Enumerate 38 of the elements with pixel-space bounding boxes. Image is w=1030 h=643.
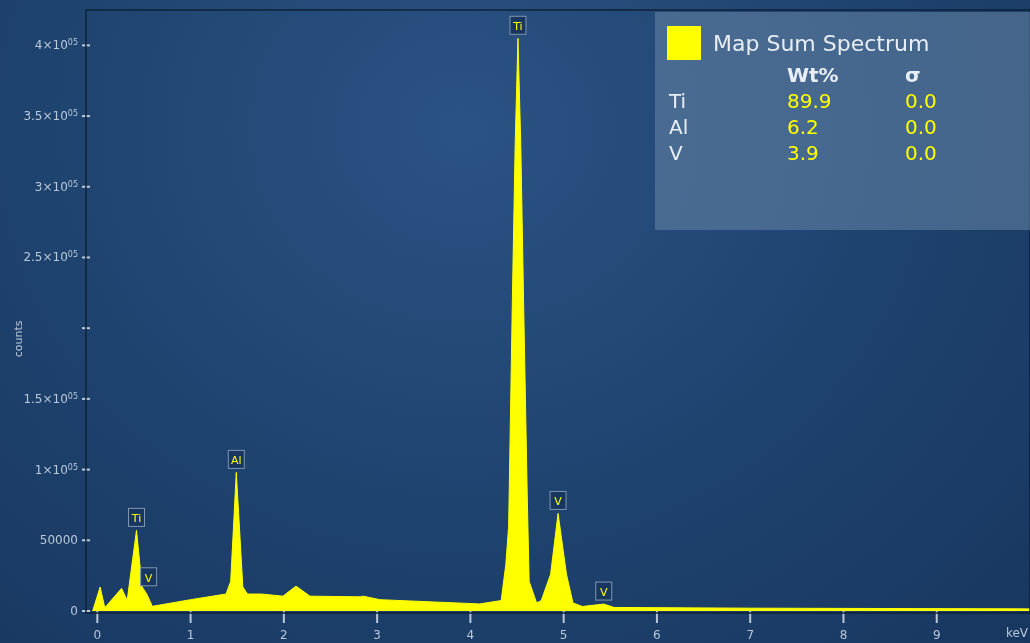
x-tick-label: 3 bbox=[373, 628, 381, 642]
annotation: Al bbox=[669, 114, 690, 140]
annotation: V bbox=[554, 495, 563, 509]
x-tick-label: 8 bbox=[839, 628, 848, 642]
x-tick-label: 1 bbox=[186, 628, 195, 642]
x-tick-label: 4 bbox=[466, 628, 475, 642]
x-tick-label: 2 bbox=[280, 628, 288, 642]
annotation: V bbox=[669, 140, 684, 166]
x-tick-label: 9 bbox=[932, 628, 941, 642]
y-tick-label: 50000 bbox=[39, 533, 78, 548]
x-tick-label: 5 bbox=[559, 628, 568, 642]
annotation: 89.9 bbox=[787, 88, 833, 114]
annotation: Al bbox=[231, 454, 242, 468]
legend-label: Map Sum Spectrum bbox=[713, 30, 930, 56]
y-tick-label: 1×10$^{05}$ bbox=[34, 462, 78, 477]
annotation: 0.0 bbox=[905, 88, 938, 114]
x-tick-label: 6 bbox=[653, 628, 661, 642]
annotation: V bbox=[144, 571, 153, 585]
y-axis-title: counts bbox=[12, 320, 25, 358]
annotation: 0.0 bbox=[905, 140, 938, 166]
annotation: Wt% bbox=[787, 62, 840, 88]
annotation: Ti bbox=[669, 88, 688, 114]
annotation: 0.0 bbox=[905, 114, 938, 140]
y-tick-label: 4×10$^{05}$ bbox=[34, 37, 78, 53]
y-tick-label: 1.5×10$^{05}$ bbox=[23, 391, 78, 406]
annotation: V bbox=[600, 586, 608, 600]
annotation: Ti bbox=[130, 512, 142, 526]
annotation: 6.2 bbox=[787, 114, 820, 140]
y-tick-label: 0 bbox=[70, 604, 78, 618]
x-tick-label: 0 bbox=[93, 628, 102, 642]
annotation: Ti bbox=[512, 20, 523, 34]
y-tick-label: 3×10$^{05}$ bbox=[34, 179, 78, 194]
x-tick-label: 7 bbox=[746, 628, 755, 642]
y-tick-label: 2.5×10$^{05}$ bbox=[23, 249, 78, 265]
annotation: 3.9 bbox=[787, 140, 820, 166]
y-tick-label: 3.5×10$^{05}$ bbox=[23, 108, 78, 124]
annotation: σ bbox=[905, 62, 922, 88]
x-axis-title: keV bbox=[1005, 626, 1029, 640]
